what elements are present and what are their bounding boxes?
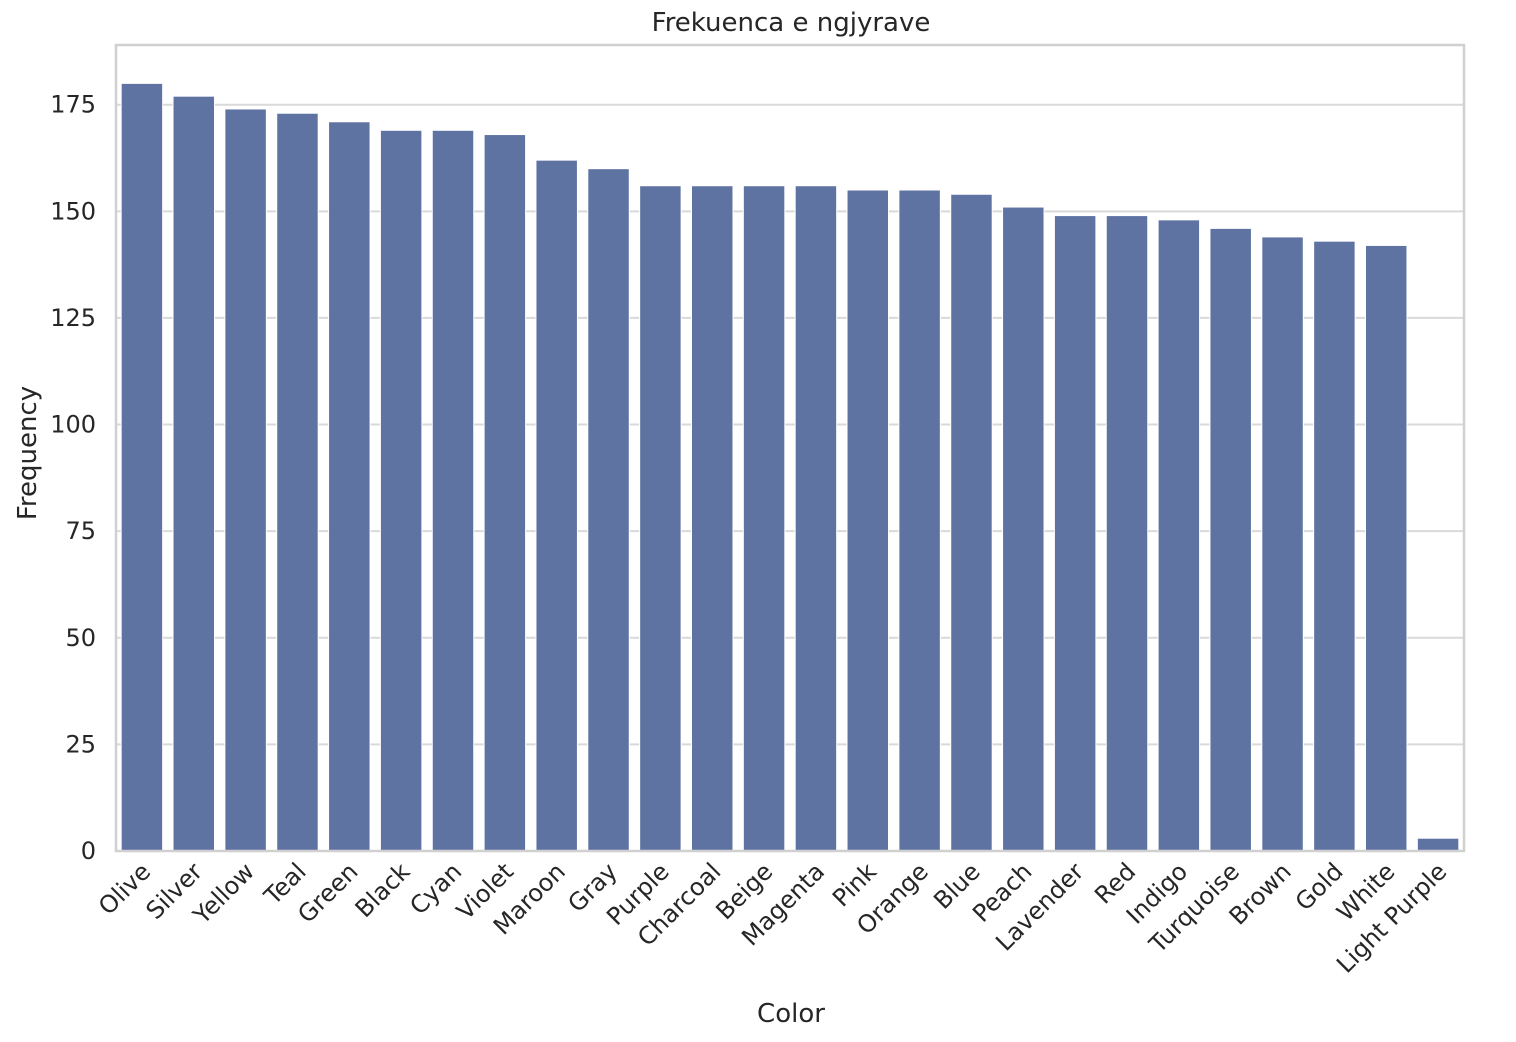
bar-silver [172, 95, 216, 852]
bar-lavender [1053, 215, 1097, 852]
plot-frame [114, 43, 1466, 853]
y-tick-label: 100 [50, 411, 96, 439]
y-tick-label: 175 [50, 91, 96, 119]
y-tick-label: 75 [65, 517, 96, 545]
bar-purple [639, 185, 682, 852]
bar-magenta [794, 185, 838, 852]
x-tick-label: Black [350, 857, 416, 923]
bar-pink [846, 189, 890, 852]
y-tick-label: 50 [65, 624, 96, 652]
bar-turquoise [1209, 227, 1252, 852]
y-tick-label: 150 [50, 197, 96, 225]
y-tick-labels: 0 25 50 75 100 125 150 175 [50, 91, 96, 865]
bar-charcoal [690, 185, 734, 852]
bar-cyan [431, 129, 475, 852]
bar-violet [483, 134, 527, 852]
bar-light-purple [1416, 837, 1460, 852]
bar-yellow [224, 108, 267, 852]
bar-maroon [535, 159, 578, 852]
bar-red [1105, 215, 1149, 852]
bars [120, 82, 1460, 852]
y-axis-label: Frequency [13, 386, 43, 520]
bar-indigo [1157, 219, 1201, 852]
y-tick-label: 25 [65, 730, 96, 758]
bar-teal [276, 112, 319, 852]
bar-brown [1261, 236, 1304, 852]
bar-beige [742, 185, 786, 852]
x-tick-label: Green [292, 857, 363, 928]
bar-olive [120, 82, 164, 852]
bar-peach [1002, 206, 1045, 852]
bar-green [328, 121, 371, 852]
bar-black [379, 129, 423, 852]
y-tick-label: 0 [81, 837, 96, 865]
bar-orange [898, 189, 941, 852]
bar-blue [950, 193, 993, 852]
bar-gray [587, 168, 630, 852]
bar-gold [1313, 240, 1356, 852]
bar-white [1364, 244, 1408, 852]
y-tick-label: 125 [50, 304, 96, 332]
x-axis-label: Color [757, 999, 825, 1029]
chart-title: Frekuenca e ngjyrave [652, 8, 931, 38]
